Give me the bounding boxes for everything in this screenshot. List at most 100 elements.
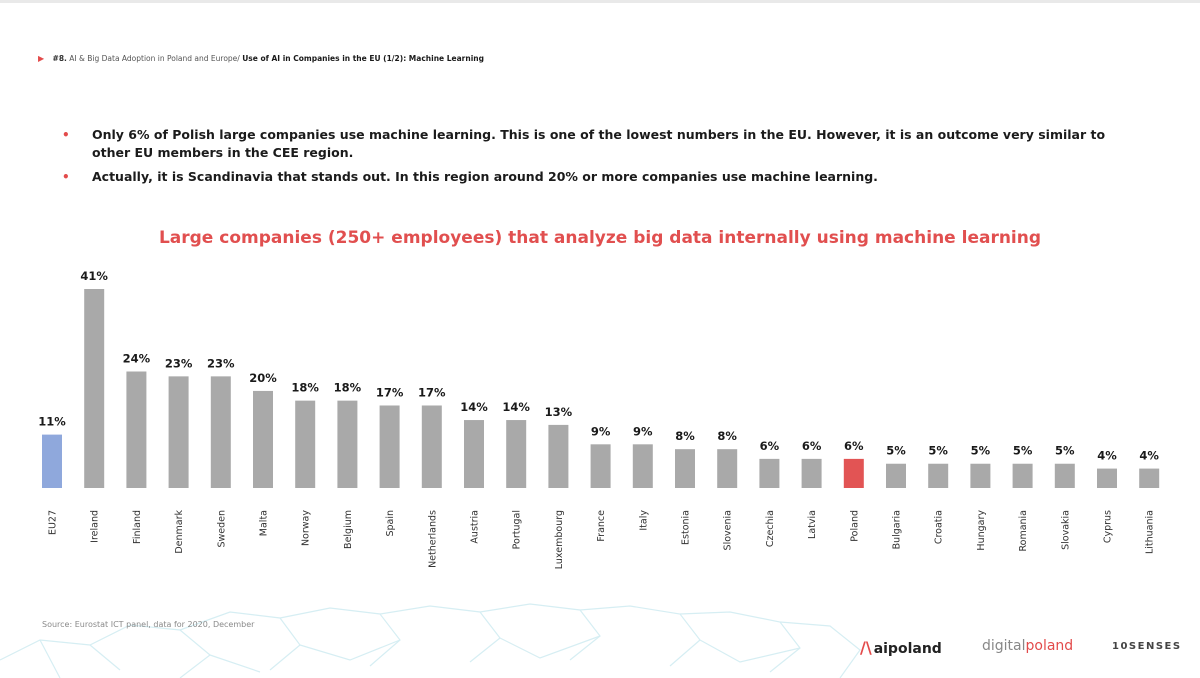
bullet-item: • Only 6% of Polish large companies use … xyxy=(62,126,1142,162)
bar-croatia xyxy=(928,463,949,488)
value-label: 18% xyxy=(334,381,362,395)
bar-portugal xyxy=(506,420,527,488)
bar-lithuania xyxy=(1139,468,1160,488)
category-tick-label: Latvia xyxy=(807,510,818,539)
bar-bulgaria xyxy=(886,463,906,488)
aipoland-logo-text: aipoland xyxy=(873,641,942,657)
value-label: 13% xyxy=(545,405,573,419)
digitalpoland-logo: digitalpoland xyxy=(982,638,1073,654)
value-label: 23% xyxy=(165,356,193,370)
category-tick-label: Portugal xyxy=(512,510,523,549)
bar-italy xyxy=(632,444,653,488)
category-tick-label: EU27 xyxy=(48,510,59,535)
tensenses-logo: 10SENSES xyxy=(1112,641,1182,652)
bar-france xyxy=(590,444,611,488)
bar-romania xyxy=(1012,463,1033,488)
category-tick-label: Croatia xyxy=(934,510,945,544)
value-label: 23% xyxy=(207,356,235,370)
value-label: 8% xyxy=(675,429,695,443)
bar-denmark xyxy=(168,376,189,488)
category-tick-label: Italy xyxy=(638,510,649,531)
category-tick-label: Norway xyxy=(301,510,312,546)
breadcrumb-number: #8. xyxy=(52,54,67,63)
category-tick-label: Luxembourg xyxy=(554,510,565,569)
bar-netherlands xyxy=(421,405,442,488)
bar-sweden xyxy=(210,376,231,488)
value-label: 5% xyxy=(971,444,991,458)
category-tick-label: Slovakia xyxy=(1060,510,1071,550)
value-label: 17% xyxy=(418,385,446,399)
value-label: 18% xyxy=(291,381,319,395)
category-tick-label: France xyxy=(596,510,607,542)
bar-hungary xyxy=(970,463,991,488)
value-label: 20% xyxy=(249,371,277,385)
bar-poland xyxy=(843,458,864,488)
bullet-text: Only 6% of Polish large companies use ma… xyxy=(92,127,1106,160)
value-label: 4% xyxy=(1139,449,1159,463)
category-tick-label: Denmark xyxy=(174,510,185,554)
bullet-list: • Only 6% of Polish large companies use … xyxy=(62,126,1142,192)
bar-latvia xyxy=(801,458,822,488)
category-tick-label: Poland xyxy=(849,510,860,542)
value-label: 6% xyxy=(760,439,780,453)
bar-luxembourg xyxy=(548,424,569,488)
aipoland-logo: /\ aipoland xyxy=(860,638,942,657)
digitalpoland-logo-text-b: poland xyxy=(1025,638,1074,654)
category-tick-label: Malta xyxy=(259,510,270,536)
bar-spain xyxy=(379,405,400,488)
category-tick-label: Belgium xyxy=(343,510,354,549)
value-label: 6% xyxy=(844,439,864,453)
value-label: 14% xyxy=(460,400,488,414)
value-label: 5% xyxy=(886,444,906,458)
category-tick-label: Sweden xyxy=(216,510,227,548)
category-tick-label: Bulgaria xyxy=(892,510,903,549)
value-label: 4% xyxy=(1097,449,1117,463)
value-label: 11% xyxy=(38,415,66,429)
top-divider xyxy=(0,0,1200,3)
category-tick-label: Czechia xyxy=(765,510,776,547)
bar-chart: 11% EU27 41% Ireland 24% Finland 23% Denmark 23%… xyxy=(38,269,1160,569)
bar-malta xyxy=(253,390,273,488)
category-tick-label: Lithuania xyxy=(1145,510,1156,554)
bar-eu27 xyxy=(42,434,62,488)
value-label: 5% xyxy=(1055,444,1075,458)
bar-slovakia xyxy=(1054,463,1075,488)
value-label: 17% xyxy=(376,385,404,399)
bullet-text: Actually, it is Scandinavia that stands … xyxy=(92,169,878,184)
breadcrumb-section: AI & Big Data Adoption in Poland and Eur… xyxy=(69,54,240,63)
bar-czechia xyxy=(759,458,780,488)
bar-cyprus xyxy=(1097,468,1117,488)
category-tick-label: Ireland xyxy=(90,510,101,543)
bullet-item: • Actually, it is Scandinavia that stand… xyxy=(62,168,1142,186)
category-tick-label: Cyprus xyxy=(1103,510,1114,543)
chart-title: Large companies (250+ employees) that an… xyxy=(158,228,1042,248)
play-arrow-icon: ▶ xyxy=(38,54,45,63)
bar-austria xyxy=(464,420,484,488)
category-tick-label: Austria xyxy=(470,510,481,544)
value-label: 9% xyxy=(633,424,653,438)
bullet-dot-icon: • xyxy=(62,128,70,142)
category-tick-label: Netherlands xyxy=(427,510,438,568)
breadcrumb: ▶ #8. AI & Big Data Adoption in Poland a… xyxy=(38,54,484,63)
value-label: 14% xyxy=(502,400,530,414)
category-tick-label: Estonia xyxy=(681,510,692,545)
value-label: 8% xyxy=(717,429,737,443)
category-tick-label: Spain xyxy=(385,510,396,537)
bar-ireland xyxy=(84,289,105,488)
value-label: 9% xyxy=(591,424,611,438)
bullet-dot-icon: • xyxy=(62,170,70,184)
aipoland-mark-icon: /\ xyxy=(860,638,872,657)
bar-belgium xyxy=(337,400,358,488)
bar-norway xyxy=(295,400,316,488)
category-tick-label: Finland xyxy=(132,510,143,544)
category-tick-label: Slovenia xyxy=(723,510,734,550)
hexagon-pattern-background xyxy=(0,603,861,678)
value-label: 41% xyxy=(80,269,108,283)
value-label: 5% xyxy=(928,444,948,458)
breadcrumb-page: Use of AI in Companies in the EU (1/2): … xyxy=(242,54,484,63)
source-note: Source: Eurostat ICT panel, data for 202… xyxy=(42,620,255,629)
value-label: 5% xyxy=(1013,444,1033,458)
category-tick-label: Romania xyxy=(1018,510,1029,552)
bar-finland xyxy=(126,371,147,488)
value-label: 24% xyxy=(123,352,151,366)
